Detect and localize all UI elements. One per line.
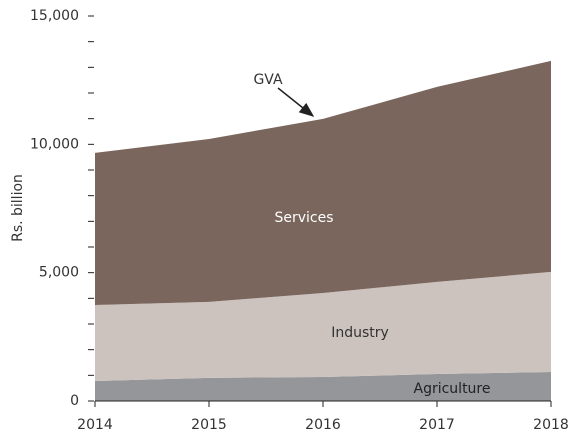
series-label: Agriculture xyxy=(414,381,491,397)
annotation-arrow xyxy=(277,87,315,117)
x-tick-label: 2015 xyxy=(191,417,227,433)
area xyxy=(95,371,551,401)
annotation: GVA xyxy=(253,72,283,88)
y-tick-label: 5,000 xyxy=(39,265,79,281)
y-axis-label: Rs. billion xyxy=(10,174,26,242)
area xyxy=(95,271,551,381)
x-tick-label: 2016 xyxy=(305,417,341,433)
x-tick-label: 2014 xyxy=(77,417,113,433)
area xyxy=(95,60,551,306)
x-tick-label: 2017 xyxy=(419,417,455,433)
series-label: Services xyxy=(274,210,333,226)
y-tick-label: 10,000 xyxy=(30,136,79,152)
x-tick-label: 2018 xyxy=(533,417,569,433)
y-tick-label: 0 xyxy=(70,393,79,409)
series-label: Industry xyxy=(331,325,389,341)
y-tick-label: 15,000 xyxy=(30,8,79,24)
